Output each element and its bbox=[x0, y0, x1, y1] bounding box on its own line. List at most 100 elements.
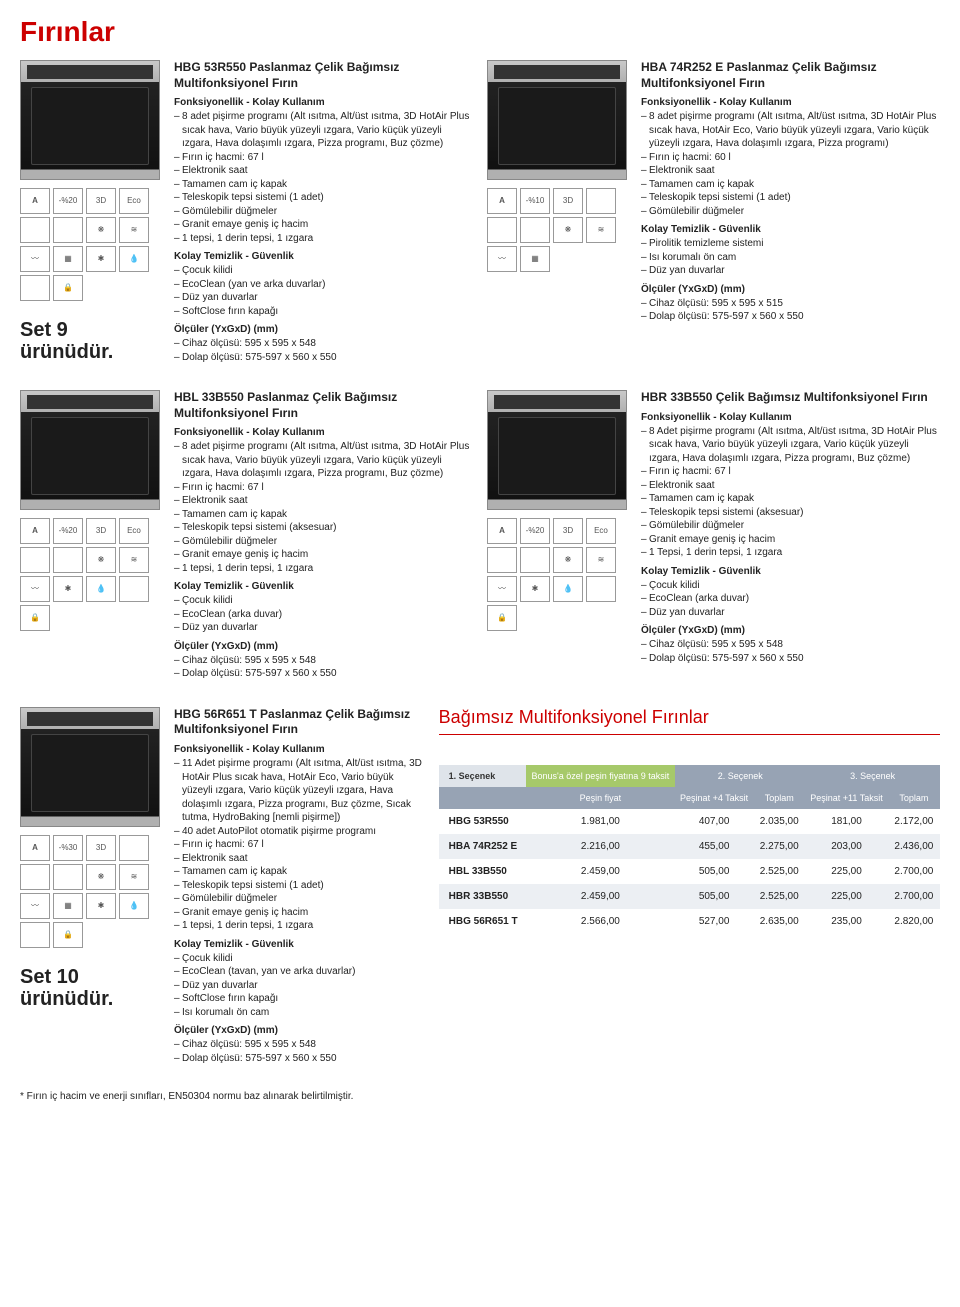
feature-icon-eco: Eco bbox=[119, 518, 149, 544]
spec-item: Elektronik saat bbox=[174, 494, 473, 508]
price-cell: 2.700,00 bbox=[888, 884, 940, 909]
spec-list: Cihaz ölçüsü: 595 x 595 x 548Dolap ölçüs… bbox=[174, 337, 473, 364]
spec-item: Tamamen cam iç kapak bbox=[641, 492, 940, 506]
feature-icon-blank bbox=[487, 217, 517, 243]
feature-icon-energyA: A bbox=[20, 188, 50, 214]
feature-icon-heat: 〰 bbox=[20, 576, 50, 602]
feature-icon-energyA: A bbox=[20, 835, 50, 861]
spec-item: 1 tepsi, 1 derin tepsi, 1 ızgara bbox=[174, 919, 425, 933]
feature-icon-star: ✱ bbox=[86, 246, 116, 272]
feature-icon-blank bbox=[53, 217, 83, 243]
product-specs-p2: HBA 74R252 E Paslanmaz Çelik Bağımsız Mu… bbox=[641, 60, 940, 324]
spec-item: 1 Tepsi, 1 derin tepsi, 1 ızgara bbox=[641, 546, 940, 560]
spec-item: SoftClose fırın kapağı bbox=[174, 992, 425, 1006]
price-cell: 505,00 bbox=[675, 859, 753, 884]
feature-icon-fan: ❋ bbox=[86, 864, 116, 890]
spec-list: 8 adet pişirme programı (Alt ısıtma, Alt… bbox=[641, 110, 940, 218]
section-head: Fonksiyonellik - Kolay Kullanım bbox=[641, 97, 940, 108]
price-cell: 181,00 bbox=[805, 809, 887, 834]
spec-item: 8 adet pişirme programı (Alt ısıtma, Alt… bbox=[174, 440, 473, 481]
price-cell: 2.820,00 bbox=[888, 909, 940, 934]
section-head: Fonksiyonellik - Kolay Kullanım bbox=[641, 412, 940, 423]
spec-item: EcoClean (arka duvar) bbox=[641, 592, 940, 606]
price-cell: 2.035,00 bbox=[753, 809, 805, 834]
section-head: Kolay Temizlik - Güvenlik bbox=[174, 251, 473, 262]
spec-item: 11 Adet pişirme programı (Alt ısıtma, Al… bbox=[174, 757, 425, 825]
spec-list: Pirolitik temizleme sistemiIsı korumalı … bbox=[641, 237, 940, 278]
table-row: HBA 74R252 E2.216,00455,002.275,00203,00… bbox=[439, 834, 940, 859]
group-head-2: 2. Seçenek bbox=[675, 765, 805, 787]
product-specs-p4: HBR 33B550 Çelik Bağımsız Multifonksiyon… bbox=[641, 390, 940, 665]
price-cell: 2.172,00 bbox=[888, 809, 940, 834]
feature-icon-blank bbox=[20, 922, 50, 948]
feature-icon-blank bbox=[586, 188, 616, 214]
feature-icon-threeD: 3D bbox=[86, 518, 116, 544]
spec-item: Gömülebilir düğmeler bbox=[174, 892, 425, 906]
feature-icon-grill: ▦ bbox=[53, 246, 83, 272]
oven-image bbox=[20, 60, 160, 180]
feature-icon-drop: 💧 bbox=[86, 576, 116, 602]
spec-item: EcoClean (tavan, yan ve arka duvarlar) bbox=[174, 965, 425, 979]
price-table-wrap: Bağımsız Multifonksiyonel Fırınlar 1. Se… bbox=[439, 707, 940, 934]
spec-item: Düz yan duvarlar bbox=[641, 606, 940, 620]
spec-item: Fırın iç hacmi: 67 l bbox=[174, 481, 473, 495]
spec-item: 40 adet AutoPilot otomatik pişirme progr… bbox=[174, 825, 425, 839]
price-cell: 505,00 bbox=[675, 884, 753, 909]
product-media-p2: A-%103D❋≋〰▦ bbox=[487, 60, 627, 272]
product-media-p4: A-%203DEco❋≋〰✱💧🔒 bbox=[487, 390, 627, 631]
section-head: Kolay Temizlik - Güvenlik bbox=[174, 581, 473, 592]
product-media-p1: A-%203DEco❋≋〰▦✱💧🔒 Set 9 ürünüdür. bbox=[20, 60, 160, 363]
feature-icon-heat: 〰 bbox=[487, 576, 517, 602]
feature-icon-wave: ≋ bbox=[119, 217, 149, 243]
feature-icon-fan: ❋ bbox=[553, 217, 583, 243]
spec-item: Cihaz ölçüsü: 595 x 595 x 548 bbox=[641, 638, 940, 652]
price-cell: 2.459,00 bbox=[526, 884, 675, 909]
price-cell: 407,00 bbox=[675, 809, 753, 834]
spec-item: Elektronik saat bbox=[641, 164, 940, 178]
spec-item: Düz yan duvarlar bbox=[174, 291, 473, 305]
row-name: HBG 56R651 T bbox=[439, 909, 526, 934]
spec-list: Cihaz ölçüsü: 595 x 595 x 548Dolap ölçüs… bbox=[174, 1038, 425, 1065]
spec-list: Çocuk kilidiEcoClean (tavan, yan ve arka… bbox=[174, 952, 425, 1020]
product-media-p5: A-%303D❋≋〰▦✱💧🔒 Set 10 ürünüdür. bbox=[20, 707, 160, 1010]
spec-item: 8 adet pişirme programı (Alt ısıtma, Alt… bbox=[174, 110, 473, 151]
spec-list: Cihaz ölçüsü: 595 x 595 x 548Dolap ölçüs… bbox=[174, 654, 473, 681]
feature-icon-lock: 🔒 bbox=[20, 605, 50, 631]
spec-item: EcoClean (yan ve arka duvarlar) bbox=[174, 278, 473, 292]
feature-icon-grill: ▦ bbox=[520, 246, 550, 272]
row-name: HBA 74R252 E bbox=[439, 834, 526, 859]
spec-item: Elektronik saat bbox=[174, 852, 425, 866]
price-cell: 2.525,00 bbox=[753, 884, 805, 909]
feature-icon-lock: 🔒 bbox=[53, 275, 83, 301]
price-cell: 2.216,00 bbox=[526, 834, 675, 859]
feature-icon-pct30: -%30 bbox=[53, 835, 83, 861]
spec-item: Teleskopik tepsi sistemi (1 adet) bbox=[174, 879, 425, 893]
sub-blank bbox=[439, 787, 526, 809]
spec-item: Fırın iç hacmi: 67 l bbox=[641, 465, 940, 479]
section-head: Kolay Temizlik - Güvenlik bbox=[641, 224, 940, 235]
price-cell: 2.436,00 bbox=[888, 834, 940, 859]
spec-item: Gömülebilir düğmeler bbox=[641, 205, 940, 219]
feature-icon-lock: 🔒 bbox=[487, 605, 517, 631]
oven-image bbox=[20, 707, 160, 827]
sub-4: Toplam bbox=[888, 787, 940, 809]
spec-item: 1 tepsi, 1 derin tepsi, 1 ızgara bbox=[174, 232, 473, 246]
row-name: HBL 33B550 bbox=[439, 859, 526, 884]
table-row: HBR 33B5502.459,00505,002.525,00225,002.… bbox=[439, 884, 940, 909]
spec-item: Cihaz ölçüsü: 595 x 595 x 515 bbox=[641, 297, 940, 311]
price-cell: 225,00 bbox=[805, 884, 887, 909]
product-specs-p1: HBG 53R550 Paslanmaz Çelik Bağımsız Mult… bbox=[174, 60, 473, 364]
feature-icon-threeD: 3D bbox=[553, 188, 583, 214]
product-title: HBA 74R252 E Paslanmaz Çelik Bağımsız Mu… bbox=[641, 60, 940, 91]
product-title: HBR 33B550 Çelik Bağımsız Multifonksiyon… bbox=[641, 390, 940, 406]
spec-item: Dolap ölçüsü: 575-597 x 560 x 550 bbox=[641, 652, 940, 666]
section-head: Ölçüler (YxGxD) (mm) bbox=[641, 284, 940, 295]
feature-icon-star: ✱ bbox=[520, 576, 550, 602]
spec-item: Gömülebilir düğmeler bbox=[174, 535, 473, 549]
feature-icon-blank bbox=[520, 217, 550, 243]
price-cell: 203,00 bbox=[805, 834, 887, 859]
row-2: A-%203DEco❋≋〰✱💧🔒 HBL 33B550 Paslanmaz Çe… bbox=[20, 390, 940, 681]
spec-item: Dolap ölçüsü: 575-597 x 560 x 550 bbox=[641, 310, 940, 324]
table-row: HBG 56R651 T2.566,00527,002.635,00235,00… bbox=[439, 909, 940, 934]
set9-label: Set 9 ürünüdür. bbox=[20, 319, 160, 363]
